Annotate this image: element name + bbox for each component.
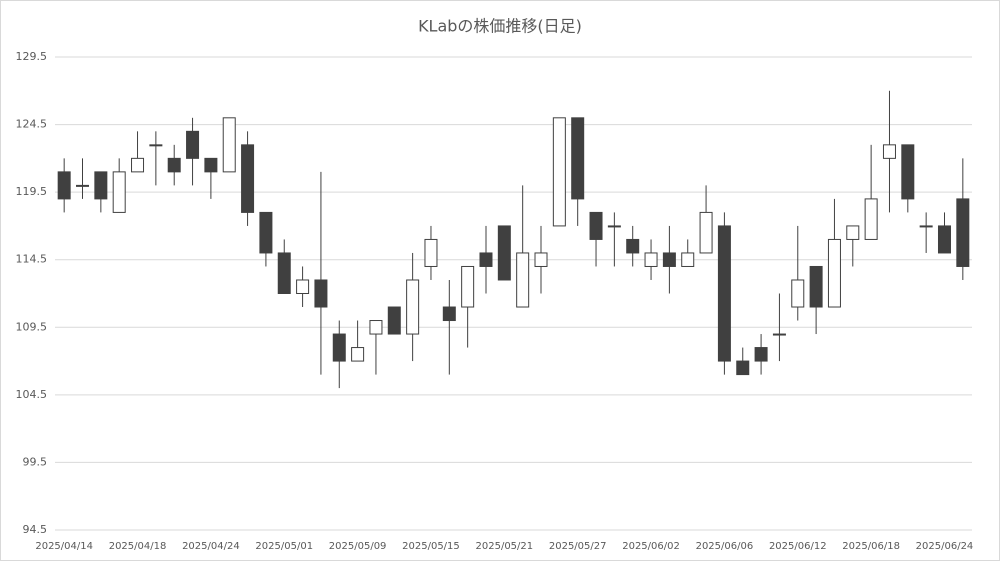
candle-body <box>516 252 530 308</box>
candle-body <box>662 252 676 267</box>
candle-body <box>571 117 585 200</box>
candle-body <box>681 252 695 267</box>
candle-body <box>552 117 566 227</box>
candle-body <box>827 238 841 308</box>
y-tick-label: 129.5 <box>16 50 48 63</box>
x-tick-label: 2025/06/12 <box>769 541 827 552</box>
x-tick-label: 2025/05/27 <box>549 541 607 552</box>
candle-body <box>772 333 786 336</box>
candle-body <box>332 333 346 362</box>
candle-body <box>497 225 511 281</box>
candle-body <box>791 279 805 308</box>
candle-body <box>846 225 860 240</box>
candle-body <box>387 306 401 335</box>
candle-body <box>937 225 951 254</box>
candle-body <box>589 211 603 240</box>
candle-body <box>479 252 493 267</box>
candle-body <box>736 360 750 376</box>
candle-body <box>369 320 383 335</box>
y-tick-label: 114.5 <box>16 253 48 266</box>
candle-body <box>149 144 163 147</box>
y-tick-label: 104.5 <box>16 388 48 401</box>
x-tick-label: 2025/04/18 <box>109 541 167 552</box>
candle-body <box>699 211 713 254</box>
candle-body <box>186 130 200 159</box>
candle-body <box>461 265 475 308</box>
candle-body <box>626 238 640 254</box>
candle-body <box>277 252 291 294</box>
x-tick-label: 2025/05/21 <box>476 541 534 552</box>
candle-body <box>534 252 548 267</box>
candle-body <box>57 171 71 200</box>
candle-body <box>112 171 126 213</box>
x-tick-label: 2025/06/02 <box>622 541 680 552</box>
x-tick-label: 2025/06/06 <box>696 541 754 552</box>
y-tick-label: 119.5 <box>16 185 48 198</box>
candle-body <box>717 225 731 362</box>
candle-body <box>204 157 218 173</box>
candle-body <box>607 225 621 228</box>
y-tick-label: 109.5 <box>16 320 48 333</box>
candle-body <box>76 184 90 187</box>
y-tick-label: 94.5 <box>23 523 48 536</box>
x-tick-label: 2025/05/09 <box>329 541 387 552</box>
candle-body <box>442 306 456 322</box>
y-tick-label: 124.5 <box>16 118 48 131</box>
candle-body <box>131 157 145 173</box>
candle-body <box>809 265 823 308</box>
candle-body <box>882 144 896 159</box>
candle-body <box>424 238 438 267</box>
candle-body <box>241 144 255 213</box>
y-tick-label: 99.5 <box>23 455 48 468</box>
x-tick-label: 2025/04/24 <box>182 541 240 552</box>
candle-body <box>167 157 181 173</box>
candle-body <box>259 211 273 254</box>
x-tick-label: 2025/05/15 <box>402 541 460 552</box>
candle-body <box>296 279 310 295</box>
candle-body <box>919 225 933 228</box>
chart-title: KLabの株価推移(日足) <box>418 17 582 36</box>
candle-body <box>901 144 915 200</box>
candle-body <box>956 198 970 267</box>
candle-body <box>314 279 328 308</box>
candle-body <box>222 117 236 173</box>
x-tick-label: 2025/05/01 <box>255 541 313 552</box>
candle-body <box>351 347 365 362</box>
candle-body <box>644 252 658 267</box>
candle-body <box>864 198 878 240</box>
candle-body <box>94 171 108 200</box>
x-tick-label: 2025/06/24 <box>916 541 974 552</box>
x-tick-label: 2025/04/14 <box>35 541 93 552</box>
candle-body <box>754 347 768 362</box>
candle-body <box>406 279 420 335</box>
x-tick-label: 2025/06/18 <box>842 541 900 552</box>
